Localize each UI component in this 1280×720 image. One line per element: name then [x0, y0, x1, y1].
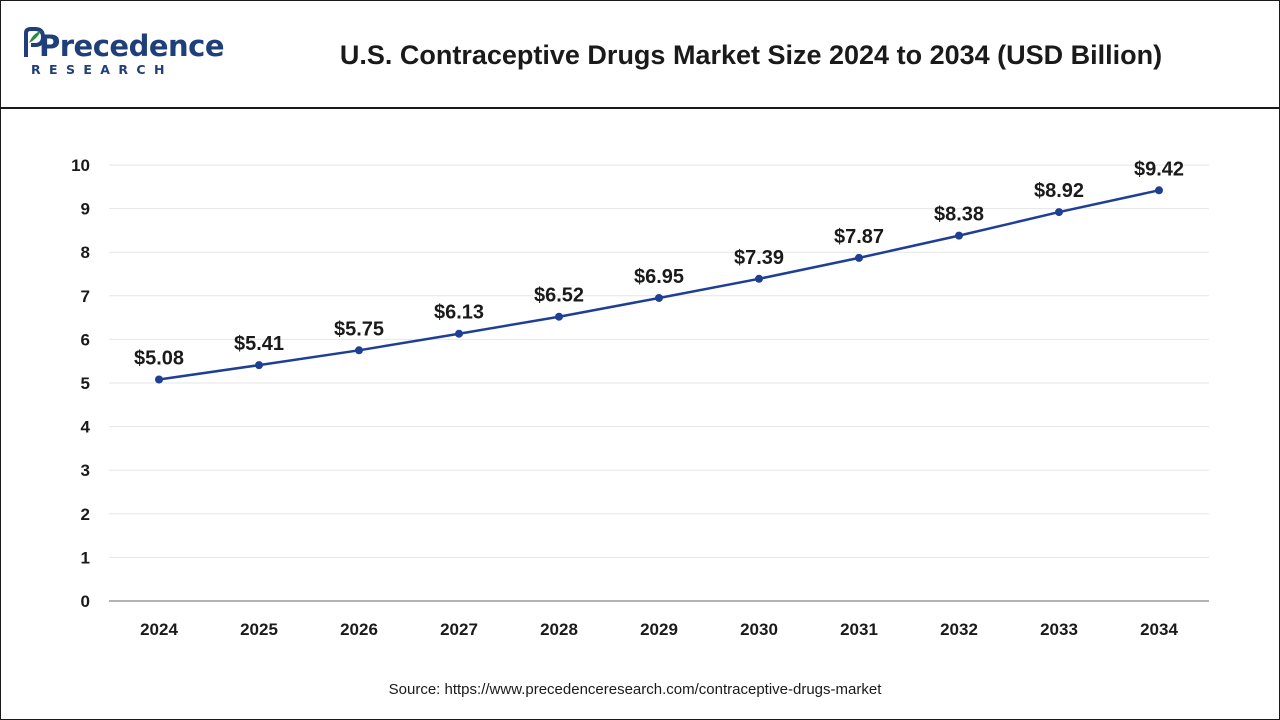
data-labels: $5.08 $5.41 $5.75 $6.13 $6.52 $6.95 $7.39 $7.87…	[134, 158, 1184, 369]
data-label: $6.13	[434, 302, 484, 324]
data-label: $7.87	[834, 226, 884, 248]
x-tick-label: 2031	[840, 620, 878, 639]
data-point	[555, 312, 563, 321]
gridlines	[109, 164, 1209, 558]
data-label: $6.52	[534, 285, 584, 307]
data-label: $5.41	[234, 333, 284, 355]
y-tick-label: 3	[81, 461, 90, 480]
series	[155, 186, 1163, 384]
data-point	[655, 293, 663, 302]
data-label: $7.39	[734, 247, 784, 269]
x-tick-label: 2027	[440, 620, 478, 639]
logo-subtitle: RESEARCH	[31, 62, 173, 77]
data-point	[1155, 186, 1163, 195]
logo: Precedence RESEARCH	[23, 27, 225, 83]
data-label: $9.42	[1134, 158, 1184, 180]
header: Precedence RESEARCH U.S. Contraceptive D…	[1, 1, 1279, 109]
data-point	[455, 329, 463, 338]
x-tick-label: 2024	[140, 620, 178, 639]
logo-name: Precedence	[39, 29, 225, 63]
x-tick-label: 2030	[740, 620, 778, 639]
y-tick-label: 8	[81, 243, 90, 262]
x-tick-label: 2025	[240, 620, 278, 639]
data-point	[1055, 208, 1063, 217]
leaf-logo-icon	[24, 27, 45, 57]
data-point	[855, 253, 863, 262]
x-tick-label: 2026	[340, 620, 378, 639]
x-tick-label: 2028	[540, 620, 578, 639]
chart-title: U.S. Contraceptive Drugs Market Size 202…	[339, 40, 1163, 70]
y-tick-label: 6	[81, 330, 90, 349]
data-label: $5.75	[334, 318, 384, 340]
x-tick-label: 2033	[1040, 620, 1078, 639]
data-point	[155, 375, 163, 384]
y-tick-label: 4	[81, 418, 91, 437]
x-tick-label: 2034	[1140, 620, 1178, 639]
data-point	[355, 346, 363, 355]
data-point	[755, 274, 763, 283]
data-point	[955, 231, 963, 240]
axes: 0 1 2 3 4 5 6 7 8 9 10 2024 2025 2026 2027 2028 2029 2030…	[71, 156, 1209, 639]
x-tick-label: 2032	[940, 620, 978, 639]
source-note: Source: https://www.precedenceresearch.c…	[388, 681, 882, 698]
x-tick-label: 2029	[640, 620, 678, 639]
y-tick-label: 0	[81, 592, 90, 611]
y-tick-label: 9	[81, 200, 90, 219]
data-label: $8.38	[934, 204, 984, 226]
y-tick-label: 7	[81, 287, 90, 306]
y-tick-label: 5	[81, 374, 90, 393]
data-point	[255, 361, 263, 370]
line-chart: 0 1 2 3 4 5 6 7 8 9 10 2024 2025 2026 2027 2028 2029 2030…	[71, 156, 1209, 639]
y-tick-label: 10	[71, 156, 90, 175]
data-label: $6.95	[634, 266, 684, 288]
data-label: $5.08	[134, 348, 184, 370]
data-label: $8.92	[1034, 180, 1084, 202]
y-tick-label: 2	[81, 505, 90, 524]
y-tick-label: 1	[81, 548, 90, 567]
